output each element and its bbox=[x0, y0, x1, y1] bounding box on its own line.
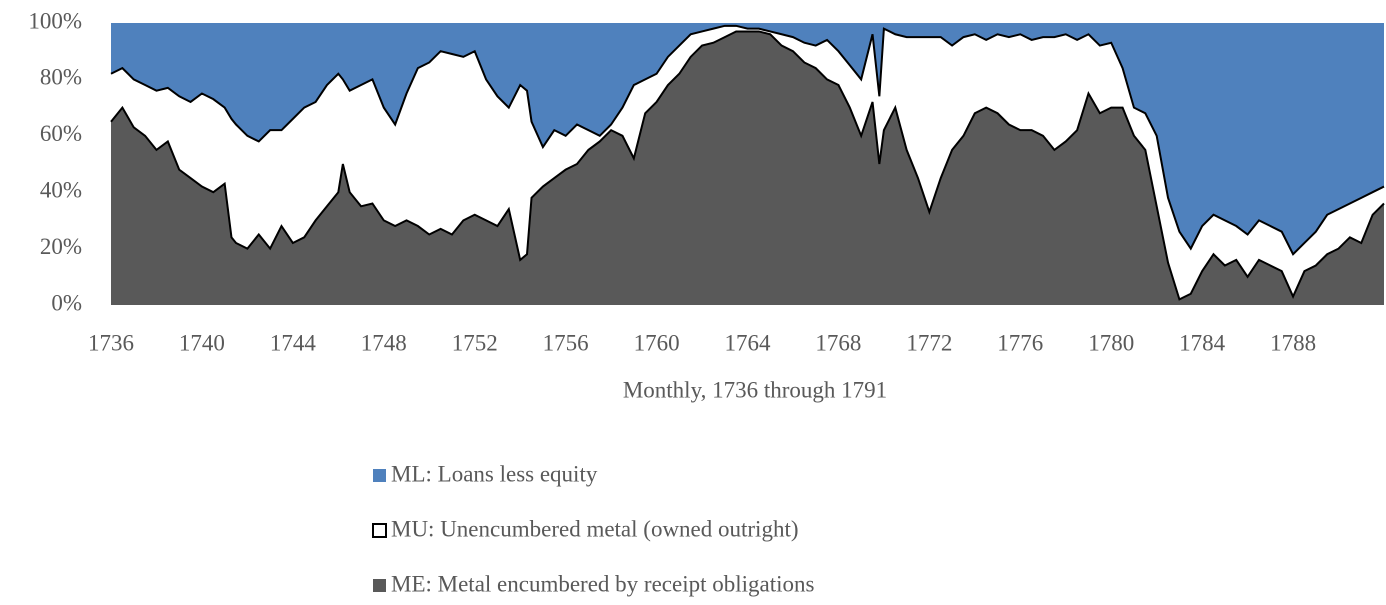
legend-label: ML: Loans less equity bbox=[391, 461, 598, 486]
x-axis-title: Monthly, 1736 through 1791 bbox=[623, 377, 887, 402]
legend-swatch bbox=[372, 523, 387, 538]
y-tick-label: 100% bbox=[28, 8, 82, 33]
y-tick-label: 20% bbox=[40, 234, 82, 259]
legend-label: ME: Metal encumbered by receipt obligati… bbox=[391, 571, 815, 596]
x-tick-label: 1764 bbox=[725, 330, 772, 355]
x-tick-label: 1776 bbox=[997, 330, 1043, 355]
x-tick-label: 1772 bbox=[906, 330, 952, 355]
legend-label: MU: Unencumbered metal (owned outright) bbox=[391, 516, 799, 541]
area bbox=[111, 31, 1384, 306]
y-tick-label: 80% bbox=[40, 65, 82, 90]
x-tick-label: 1736 bbox=[88, 330, 134, 355]
y-tick-label: 0% bbox=[51, 290, 82, 315]
boundary-line bbox=[110, 30, 1385, 301]
area bbox=[111, 23, 1384, 255]
x-tick-label: 1752 bbox=[452, 330, 498, 355]
x-tick-label: 1768 bbox=[815, 330, 861, 355]
x-tick-label: 1740 bbox=[179, 330, 225, 355]
y-tick-label: 40% bbox=[40, 177, 82, 202]
x-tick-label: 1744 bbox=[270, 330, 317, 355]
x-tick-label: 1788 bbox=[1270, 330, 1316, 355]
area bbox=[111, 25, 1384, 300]
x-tick-label: 1780 bbox=[1088, 330, 1134, 355]
legend-swatch bbox=[373, 469, 386, 482]
x-tick-label: 1760 bbox=[634, 330, 680, 355]
legend-swatch bbox=[373, 579, 386, 592]
boundary-line bbox=[110, 24, 1385, 256]
x-tick-label: 1784 bbox=[1179, 330, 1226, 355]
x-tick-label: 1748 bbox=[361, 330, 407, 355]
y-tick-label: 60% bbox=[40, 121, 82, 146]
x-tick-label: 1756 bbox=[543, 330, 589, 355]
